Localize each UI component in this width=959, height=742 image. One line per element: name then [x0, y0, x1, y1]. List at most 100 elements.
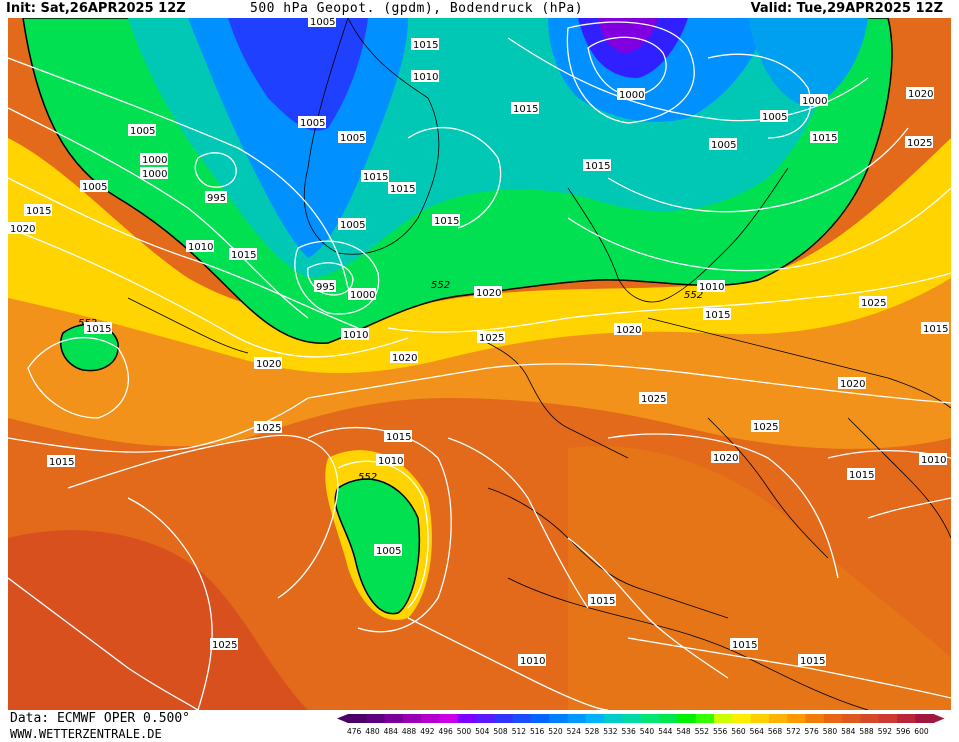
blue-region-northeast — [748, 18, 868, 108]
legend-swatch — [402, 714, 422, 723]
legend-label: 596 — [896, 727, 911, 736]
isobar-label: 1020 — [256, 359, 281, 370]
isobar-label: 1010 — [343, 330, 368, 341]
isobar-label: 1020 — [392, 353, 417, 364]
legend-label: 568 — [768, 727, 783, 736]
isobar-label: 995 — [316, 282, 335, 293]
legend-label: 500 — [457, 727, 472, 736]
legend-swatch — [842, 714, 861, 723]
legend-swatch — [366, 714, 386, 723]
isobar-label: 1010 — [520, 656, 545, 667]
height-label: 552 — [358, 472, 377, 483]
isobar-label: 1015 — [705, 310, 730, 321]
legend-labels: 476 480 484 488 492 496 500 504 508 512 516 520 524 5… — [347, 727, 929, 736]
legend-label: 492 — [420, 727, 435, 736]
weather-map[interactable]: 552 552 552 552 552 1005 1015 1010 1015 … — [8, 18, 951, 710]
legend-arrow-left — [337, 714, 348, 723]
legend-swatch — [860, 714, 880, 723]
isobar-label: 1015 — [732, 640, 757, 651]
isobar-label: 1005 — [130, 126, 155, 137]
isobar-label: 1015 — [800, 656, 825, 667]
isobar-label: 1020 — [713, 453, 738, 464]
isobar-label: 1015 — [231, 250, 256, 261]
isobar-label: 1005 — [310, 18, 335, 28]
isobar-label: 995 — [207, 193, 226, 204]
isobar-label: 1000 — [142, 169, 167, 180]
isobar-label: 1000 — [142, 155, 167, 166]
legend-swatch — [695, 714, 715, 723]
isobar-labels: 1005 1015 1010 1015 1005 1005 1000 1000 … — [8, 18, 949, 667]
isobar-label: 1005 — [340, 220, 365, 231]
legend-swatch — [585, 714, 605, 723]
isobar-label: 1000 — [350, 290, 375, 301]
isobar-label: 1015 — [590, 596, 615, 607]
map-title: 500 hPa Geopot. (gpdm), Bodendruck (hPa) — [250, 1, 584, 16]
legend-label: 548 — [676, 727, 691, 736]
legend-label: 556 — [713, 727, 728, 736]
legend-swatch — [457, 714, 477, 723]
isobar-label: 1010 — [413, 72, 438, 83]
map-footer: Data: ECMWF OPER 0.500° WWW.WETTERZENTRA… — [0, 710, 959, 741]
isobar-label: 1015 — [363, 172, 388, 183]
isobar-label: 1005 — [82, 182, 107, 193]
legend-swatch — [640, 714, 660, 723]
isobar-label: 1015 — [49, 457, 74, 468]
isobar-label: 1005 — [300, 118, 325, 129]
legend-label: 508 — [493, 727, 508, 736]
legend-label: 536 — [622, 727, 637, 736]
legend-label: 552 — [695, 727, 710, 736]
isobar-label: 1025 — [479, 333, 504, 344]
isobar-label: 1010 — [378, 456, 403, 467]
isobar-label: 1015 — [812, 133, 837, 144]
legend-label: 476 — [347, 727, 362, 736]
legend-swatch — [805, 714, 825, 723]
legend-swatch — [750, 714, 770, 723]
isobar-label: 1005 — [762, 112, 787, 123]
legend-swatch — [768, 714, 788, 723]
legend-swatch — [384, 714, 404, 723]
legend-label: 540 — [640, 727, 655, 736]
legend-label: 588 — [859, 727, 874, 736]
legend-label: 600 — [914, 727, 929, 736]
isobar-label: 1010 — [699, 282, 724, 293]
isobar-label: 1005 — [711, 140, 736, 151]
legend-label: 488 — [402, 727, 417, 736]
legend-label: 484 — [384, 727, 399, 736]
legend-swatch — [677, 714, 697, 723]
legend-label: 572 — [786, 727, 801, 736]
map-header: Init: Sat,26APR2025 12Z 500 hPa Geopot. … — [0, 0, 959, 18]
isobar-label: 1015 — [923, 324, 948, 335]
legend-label: 520 — [548, 727, 563, 736]
legend-swatch — [421, 714, 440, 723]
isobar-label: 1020 — [908, 89, 933, 100]
isobar-label: 1025 — [861, 298, 886, 309]
legend-swatch — [787, 714, 806, 723]
legend-swatch — [549, 714, 569, 723]
isobar-label: 1005 — [376, 546, 401, 557]
legend-label: 512 — [512, 727, 527, 736]
legend-arrow-right — [933, 714, 945, 723]
legend-swatch — [348, 714, 367, 723]
legend-swatch — [531, 714, 550, 723]
legend-label: 496 — [439, 727, 454, 736]
legend-swatch — [439, 714, 459, 723]
isobar-label: 1020 — [10, 224, 35, 235]
legend-swatch — [915, 714, 935, 723]
isobar-label: 1025 — [256, 423, 281, 434]
isobar-label: 1015 — [386, 432, 411, 443]
legend-label: 592 — [878, 727, 893, 736]
valid-time: Valid: Tue,29APR2025 12Z — [750, 1, 943, 16]
isobar-label: 1020 — [616, 325, 641, 336]
isobar-label: 1020 — [476, 288, 501, 299]
website-link[interactable]: WWW.WETTERZENTRALE.DE — [10, 727, 162, 741]
legend-label: 576 — [805, 727, 820, 736]
isobar-label: 1015 — [390, 184, 415, 195]
isobar-label: 1025 — [641, 394, 666, 405]
southwest-warm-region — [8, 530, 308, 710]
legend-swatch — [567, 714, 587, 723]
isobar-label: 1025 — [212, 640, 237, 651]
legend-swatch — [659, 714, 678, 723]
legend-swatch — [604, 714, 623, 723]
isobar-label: 1025 — [753, 422, 778, 433]
legend-swatch — [494, 714, 514, 723]
